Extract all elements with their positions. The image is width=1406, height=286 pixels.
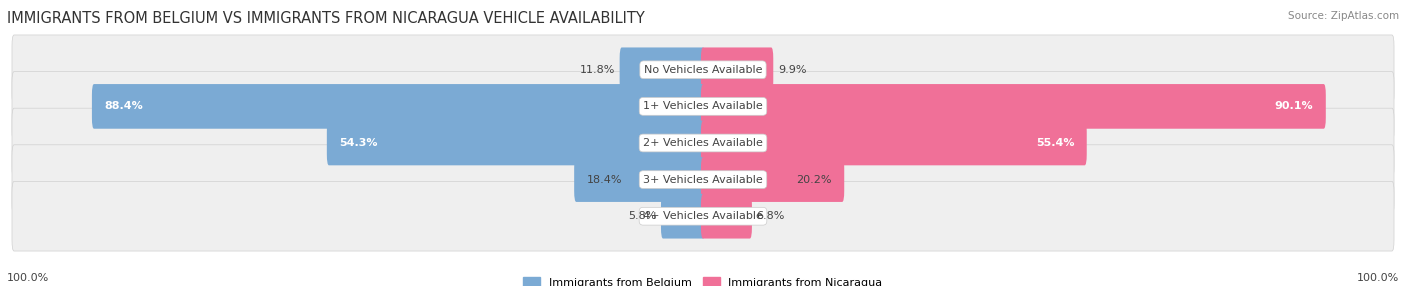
FancyBboxPatch shape	[702, 157, 844, 202]
Text: 20.2%: 20.2%	[796, 175, 832, 184]
Text: 3+ Vehicles Available: 3+ Vehicles Available	[643, 175, 763, 184]
FancyBboxPatch shape	[702, 47, 773, 92]
Text: 54.3%: 54.3%	[339, 138, 378, 148]
Text: 2+ Vehicles Available: 2+ Vehicles Available	[643, 138, 763, 148]
Legend: Immigrants from Belgium, Immigrants from Nicaragua: Immigrants from Belgium, Immigrants from…	[523, 277, 883, 286]
FancyBboxPatch shape	[326, 121, 704, 165]
Text: 4+ Vehicles Available: 4+ Vehicles Available	[643, 211, 763, 221]
Text: Source: ZipAtlas.com: Source: ZipAtlas.com	[1288, 11, 1399, 21]
Text: 100.0%: 100.0%	[1357, 273, 1399, 283]
FancyBboxPatch shape	[13, 181, 1393, 251]
Text: 55.4%: 55.4%	[1036, 138, 1074, 148]
FancyBboxPatch shape	[702, 84, 1326, 129]
FancyBboxPatch shape	[13, 72, 1393, 141]
FancyBboxPatch shape	[702, 121, 1087, 165]
Text: IMMIGRANTS FROM BELGIUM VS IMMIGRANTS FROM NICARAGUA VEHICLE AVAILABILITY: IMMIGRANTS FROM BELGIUM VS IMMIGRANTS FR…	[7, 11, 645, 26]
FancyBboxPatch shape	[13, 108, 1393, 178]
FancyBboxPatch shape	[13, 35, 1393, 105]
Text: 5.8%: 5.8%	[627, 211, 657, 221]
Text: 18.4%: 18.4%	[586, 175, 621, 184]
Text: No Vehicles Available: No Vehicles Available	[644, 65, 762, 75]
Text: 100.0%: 100.0%	[7, 273, 49, 283]
FancyBboxPatch shape	[91, 84, 704, 129]
Text: 9.9%: 9.9%	[778, 65, 807, 75]
FancyBboxPatch shape	[702, 194, 752, 239]
Text: 11.8%: 11.8%	[579, 65, 614, 75]
Text: 1+ Vehicles Available: 1+ Vehicles Available	[643, 102, 763, 111]
Text: 6.8%: 6.8%	[756, 211, 785, 221]
Text: 90.1%: 90.1%	[1275, 102, 1313, 111]
Text: 88.4%: 88.4%	[104, 102, 143, 111]
FancyBboxPatch shape	[13, 145, 1393, 214]
FancyBboxPatch shape	[574, 157, 704, 202]
FancyBboxPatch shape	[620, 47, 704, 92]
FancyBboxPatch shape	[661, 194, 704, 239]
